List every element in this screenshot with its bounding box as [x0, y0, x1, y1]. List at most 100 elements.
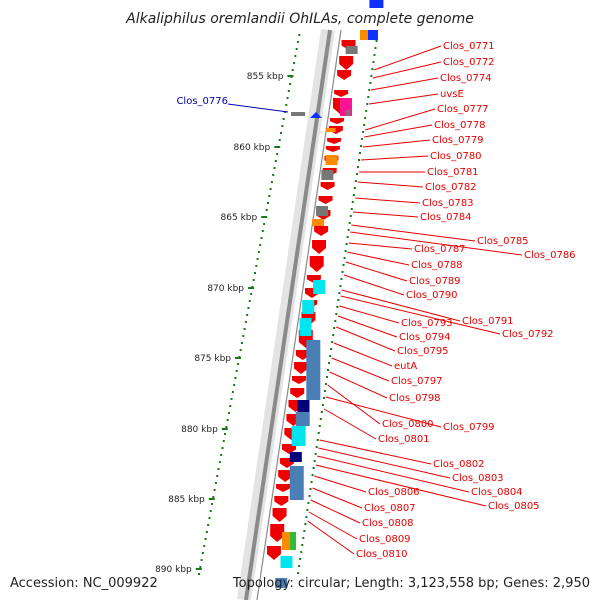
- gene-label[interactable]: Clos_0794: [399, 332, 451, 343]
- gene-block[interactable]: [289, 452, 302, 462]
- gene-label[interactable]: Clos_0783: [422, 198, 474, 209]
- gene-label[interactable]: Clos_0789: [409, 276, 461, 287]
- gene-arrow[interactable]: [325, 146, 340, 152]
- gene-arrow[interactable]: [334, 90, 349, 97]
- gene-arrow[interactable]: [318, 196, 333, 204]
- gene-block[interactable]: [289, 466, 304, 500]
- gene-label[interactable]: Clos_0788: [411, 260, 463, 271]
- gene-label[interactable]: Clos_0784: [420, 212, 472, 223]
- gene-label[interactable]: Clos_0807: [364, 503, 416, 514]
- gene-label[interactable]: Clos_0787: [414, 244, 466, 255]
- label-leader-line: [319, 439, 432, 465]
- gene-label[interactable]: Clos_0786: [524, 250, 576, 261]
- gene-arrow[interactable]: [276, 484, 291, 492]
- track-dot: [320, 411, 323, 413]
- gene-arrow[interactable]: [290, 388, 305, 398]
- gene-arrow[interactable]: [330, 118, 345, 124]
- gene-block[interactable]: [325, 155, 338, 165]
- gene-arrow[interactable]: [309, 256, 324, 272]
- ruler-dot: [270, 181, 273, 183]
- gene-label[interactable]: eutA: [394, 361, 417, 372]
- gene-arrow[interactable]: [292, 376, 307, 384]
- gene-label[interactable]: Clos_0798: [389, 393, 441, 404]
- gene-label[interactable]: Clos_0806: [368, 487, 420, 498]
- gene-arrow[interactable]: [266, 546, 281, 560]
- gene-block[interactable]: [280, 556, 293, 568]
- gene-label[interactable]: Clos_0809: [359, 534, 411, 545]
- gene-arrow-reverse[interactable]: [310, 112, 322, 118]
- gene-block[interactable]: [306, 340, 321, 400]
- gene-label[interactable]: Clos_0797: [391, 376, 443, 387]
- gene-label-left[interactable]: Clos_0776: [176, 96, 228, 107]
- gene-label[interactable]: Clos_0808: [362, 518, 414, 529]
- track-dot: [329, 355, 332, 357]
- gene-label[interactable]: Clos_0771: [443, 41, 495, 52]
- gene-label[interactable]: Clos_0810: [356, 549, 408, 560]
- track-dot: [312, 467, 315, 469]
- gene-label[interactable]: Clos_0800: [382, 419, 434, 430]
- gene-block[interactable]: [345, 46, 358, 54]
- gene-label[interactable]: Clos_0782: [425, 182, 477, 193]
- gene-arrow[interactable]: [312, 240, 327, 254]
- gene-arrow[interactable]: [294, 362, 309, 374]
- gene-label[interactable]: Clos_0780: [430, 151, 482, 162]
- gene-label[interactable]: Clos_0803: [452, 473, 504, 484]
- gene-label[interactable]: Clos_0772: [443, 57, 495, 68]
- gene-label[interactable]: Clos_0791: [462, 316, 514, 327]
- gene-block[interactable]: [313, 280, 326, 294]
- gene-label[interactable]: Clos_0778: [434, 120, 486, 131]
- gene-label[interactable]: Clos_0799: [443, 422, 495, 433]
- gene-label[interactable]: Clos_0793: [401, 318, 453, 329]
- gene-block[interactable]: [282, 532, 291, 550]
- gene-label[interactable]: Clos_0777: [437, 104, 489, 115]
- gene-block[interactable]: [325, 128, 336, 132]
- track-dot: [373, 54, 376, 56]
- gene-block[interactable]: [346, 110, 351, 116]
- ruler-dot: [274, 160, 277, 162]
- gene-block[interactable]: [291, 426, 306, 446]
- gene-label[interactable]: Clos_0785: [477, 236, 529, 247]
- gene-label[interactable]: Clos_0774: [440, 73, 492, 84]
- ruler-label: 855 kbp: [247, 72, 284, 82]
- ruler-dot: [237, 363, 240, 365]
- gene-block[interactable]: [369, 0, 384, 8]
- gene-block[interactable]: [312, 219, 325, 226]
- gene-block[interactable]: [290, 532, 297, 550]
- gene-block[interactable]: [291, 112, 305, 116]
- gene-arrow[interactable]: [272, 508, 287, 522]
- gene-block[interactable]: [275, 578, 288, 588]
- gene-block[interactable]: [299, 318, 312, 336]
- ruler-major-tick: [248, 287, 255, 289]
- gene-arrow[interactable]: [314, 226, 329, 236]
- gene-arrow[interactable]: [278, 470, 293, 482]
- gene-arrow[interactable]: [281, 444, 296, 454]
- gene-block[interactable]: [321, 170, 334, 180]
- gene-label[interactable]: Clos_0795: [397, 346, 449, 357]
- gene-block[interactable]: [360, 30, 368, 40]
- gene-label[interactable]: Clos_0802: [433, 459, 485, 470]
- gene-arrow[interactable]: [337, 70, 352, 80]
- gene-block[interactable]: [368, 30, 378, 40]
- gene-label[interactable]: Clos_0792: [502, 329, 554, 340]
- gene-arrow[interactable]: [327, 138, 342, 144]
- gene-label[interactable]: Clos_0805: [488, 501, 540, 512]
- gene-block[interactable]: [302, 300, 315, 314]
- gene-label[interactable]: Clos_0801: [378, 434, 430, 445]
- gene-label[interactable]: uvsE: [440, 89, 464, 100]
- gene-arrow[interactable]: [270, 524, 285, 542]
- gene-label[interactable]: Clos_0790: [406, 290, 458, 301]
- track-dot: [360, 145, 363, 147]
- ruler-label: 880 kbp: [181, 425, 218, 435]
- gene-block[interactable]: [316, 206, 329, 216]
- ruler-dot: [235, 370, 238, 372]
- gene-arrow[interactable]: [339, 56, 354, 70]
- gene-label[interactable]: Clos_0781: [427, 167, 479, 178]
- gene-label[interactable]: Clos_0779: [432, 135, 484, 146]
- track-dot: [332, 334, 335, 336]
- gene-block[interactable]: [297, 400, 310, 412]
- track-dot: [327, 369, 330, 371]
- gene-arrow[interactable]: [274, 496, 289, 506]
- gene-label[interactable]: Clos_0804: [471, 487, 523, 498]
- gene-arrow[interactable]: [320, 182, 335, 190]
- gene-block[interactable]: [295, 412, 310, 426]
